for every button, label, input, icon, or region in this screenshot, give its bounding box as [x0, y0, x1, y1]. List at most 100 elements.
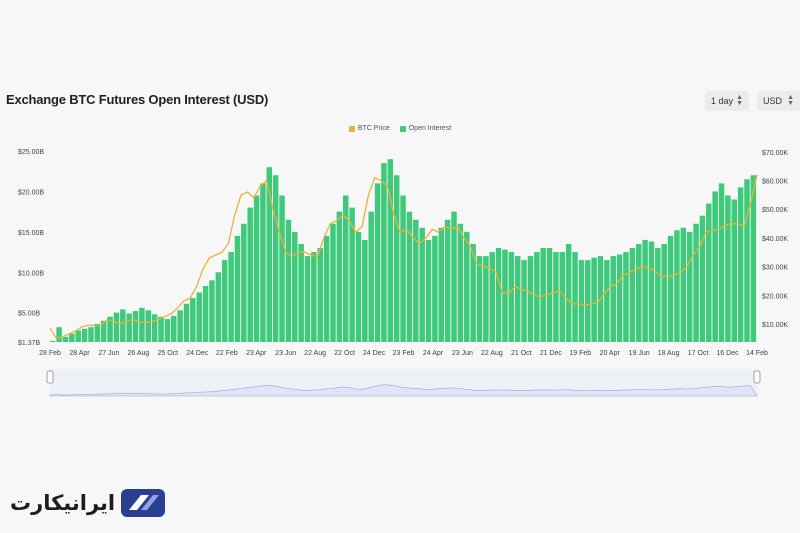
legend-label: BTC Price [357, 125, 390, 132]
oi-bar [629, 248, 636, 342]
x-axis-tick: 19 Jun [629, 350, 650, 357]
oi-bar [483, 256, 489, 342]
oi-bar [69, 333, 75, 342]
x-axis-tick: 22 Feb [216, 350, 238, 357]
left-axis-tick: $25.00B [18, 149, 44, 156]
oi-bar [126, 313, 132, 342]
x-axis-tick: 28 Apr [69, 350, 90, 357]
oi-bar [686, 231, 693, 342]
oi-bar [393, 175, 400, 342]
oi-bar [285, 219, 292, 342]
legend-swatch [399, 125, 406, 132]
chart-legend: BTC Price Open Interest [0, 125, 800, 132]
oi-bar [94, 323, 101, 342]
x-axis-tick: 23 Feb [393, 350, 415, 357]
x-axis-tick: 24 Dec [363, 350, 386, 357]
oi-bar [514, 256, 521, 342]
up-down-chevron-icon: ▲ ▼ [787, 94, 794, 107]
oi-bar [349, 207, 355, 342]
oi-bar [50, 340, 56, 342]
x-axis-tick: 25 Oct [157, 350, 178, 357]
oi-bar [476, 256, 483, 342]
oi-bar [190, 298, 196, 342]
oi-bar [699, 215, 706, 342]
x-axis-tick: 28 Feb [39, 350, 61, 357]
x-axis-tick: 17 Oct [688, 350, 709, 357]
oi-bar [145, 310, 152, 342]
legend-item-open-interest[interactable]: Open Interest [399, 125, 451, 132]
up-down-chevron-icon: ▲ ▼ [736, 94, 743, 107]
oi-bar [362, 239, 368, 342]
oi-bar [260, 183, 266, 342]
oi-bar [221, 260, 228, 342]
oi-bar [610, 256, 616, 342]
oi-bar [553, 252, 559, 342]
oi-bar [272, 175, 279, 342]
oi-bar [464, 231, 470, 342]
left-axis-tick: $1.37B [18, 340, 41, 347]
oi-bar [750, 175, 757, 342]
interval-select[interactable]: 1 day ▲ ▼ [705, 91, 749, 111]
oi-bar [604, 260, 610, 342]
oi-bar [438, 227, 445, 342]
oi-bar [355, 231, 362, 342]
oi-bar [241, 223, 247, 342]
btc-price-line [49, 174, 758, 340]
right-axis-tick: $70.00K [762, 150, 788, 157]
oi-bar [234, 235, 241, 342]
page-title: Exchange BTC Futures Open Interest (USD) [6, 92, 269, 107]
oi-bar [706, 203, 712, 342]
oi-bar [744, 179, 750, 342]
oi-bar [737, 187, 744, 342]
oi-bar [419, 227, 425, 342]
legend-item-btc-price[interactable]: BTC Price [348, 125, 390, 132]
oi-bar [648, 241, 655, 342]
oi-bar [489, 252, 495, 342]
oi-bar [215, 272, 222, 342]
oi-bar [253, 195, 260, 342]
right-axis-tick: $20.00K [762, 293, 788, 300]
currency-select[interactable]: USD ▲ ▼ [757, 91, 800, 111]
oi-bar [279, 195, 285, 342]
oi-bar [151, 314, 158, 342]
oi-bar [368, 211, 374, 342]
brand-card-icon [121, 489, 166, 517]
right-axis-tick: $10.00K [762, 322, 788, 329]
oi-bar [196, 292, 202, 342]
navigator-handle-right[interactable] [753, 370, 761, 384]
x-axis-tick: 21 Oct [511, 350, 532, 357]
oi-bar [171, 315, 177, 342]
left-axis-tick: $10.00B [18, 270, 44, 277]
oi-bar [387, 159, 394, 342]
oi-bar [323, 235, 330, 342]
x-axis-tick: 14 Feb [746, 350, 768, 357]
navigator-handle-left[interactable] [46, 370, 54, 384]
oi-bar [572, 252, 578, 342]
oi-bar [451, 211, 457, 342]
oi-bar [336, 211, 343, 342]
oi-bar [578, 260, 585, 342]
oi-bar [693, 223, 699, 342]
oi-bar [164, 319, 171, 342]
right-axis-tick: $60.00K [762, 179, 788, 186]
x-axis-tick: 24 Dec [186, 350, 209, 357]
oi-bar [425, 239, 432, 342]
oi-bar [667, 235, 674, 342]
chart-area: $25.00B $20.00B $15.00B $10.00B $5.00B $1.37B… [18, 149, 788, 397]
oi-bar [56, 327, 62, 342]
oi-bar [400, 195, 406, 342]
oi-bar [585, 260, 591, 342]
brand-logo: ایرانیکارت [10, 486, 167, 520]
oi-bar [75, 330, 81, 342]
x-axis-tick: 20 Apr [600, 350, 621, 357]
x-axis-tick: 23 Jun [452, 350, 473, 357]
left-axis-tick: $15.00B [18, 230, 44, 237]
oi-bar [635, 243, 642, 342]
brand-name: ایرانیکارت [10, 491, 116, 515]
right-axis-tick: $50.00K [762, 207, 788, 214]
oi-bar [457, 223, 464, 342]
oi-bar [113, 312, 120, 342]
oi-bar [183, 303, 190, 342]
oi-bar [247, 207, 253, 342]
oi-bar [317, 248, 323, 342]
